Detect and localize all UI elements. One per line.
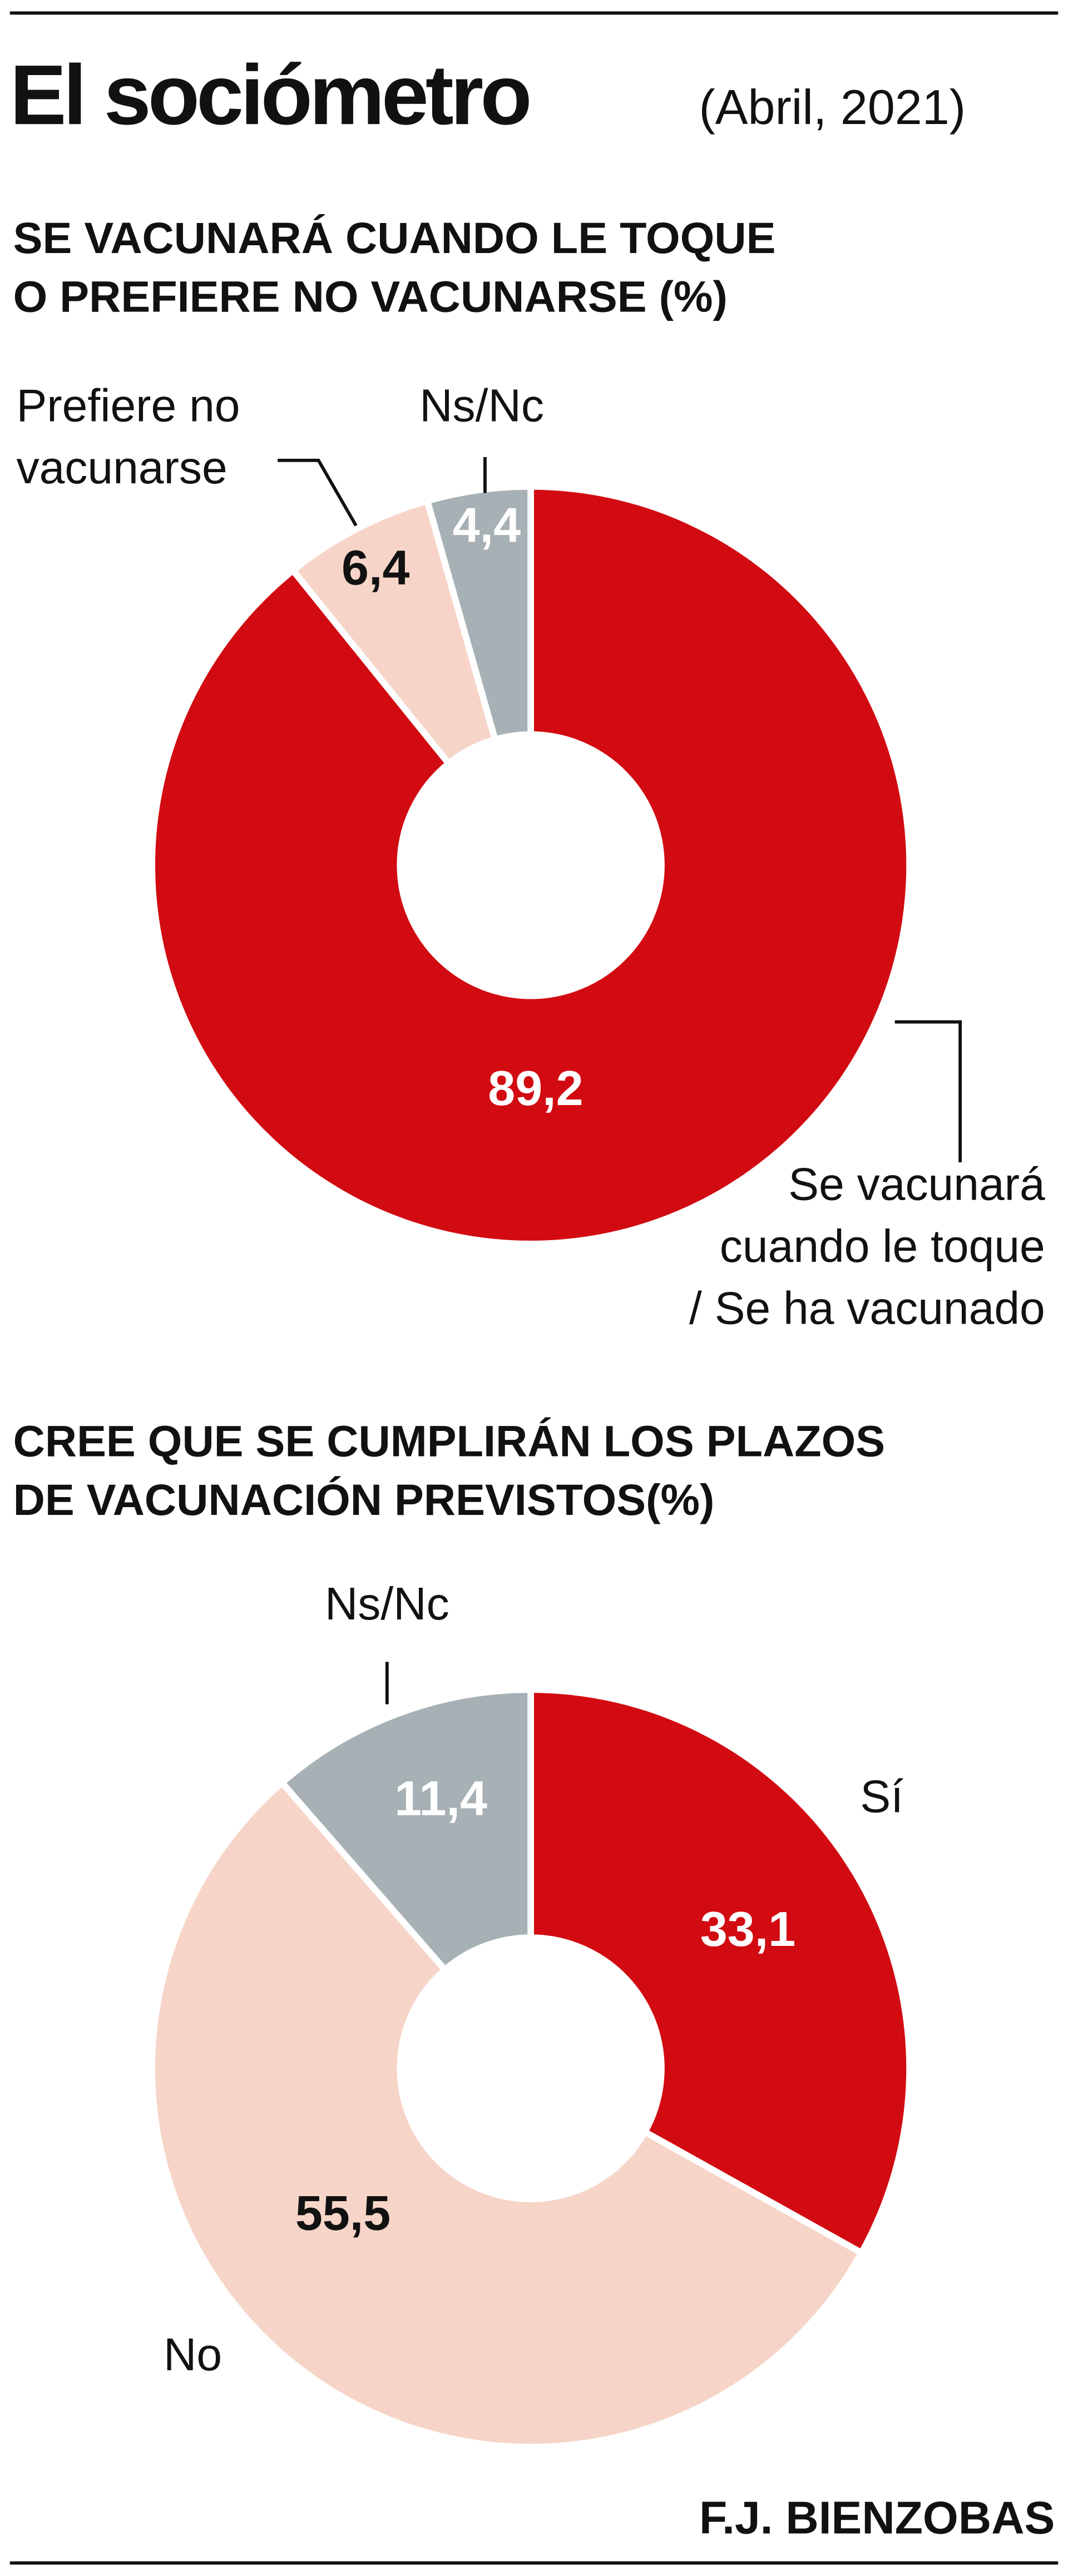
category-label: Sí bbox=[860, 1771, 903, 1822]
category-label: Ns/Nc bbox=[419, 380, 544, 431]
header-title: El sociómetro bbox=[10, 48, 530, 142]
category-label: cuando le toque bbox=[720, 1221, 1045, 1272]
pie-segment bbox=[149, 483, 913, 1247]
value-label: 55,5 bbox=[295, 2186, 390, 2241]
value-label: 11,4 bbox=[394, 1771, 487, 1826]
chart-title: CREE QUE SE CUMPLIRÁN LOS PLAZOS bbox=[13, 1416, 886, 1465]
chart-title: SE VACUNARÁ CUANDO LE TOQUE bbox=[13, 213, 776, 262]
pie-segment bbox=[149, 1778, 866, 2450]
value-label: 4,4 bbox=[453, 498, 521, 553]
chart-title: O PREFIERE NO VACUNARSE (%) bbox=[13, 272, 728, 321]
category-label: Ns/Nc bbox=[325, 1579, 449, 1629]
category-label: vacunarse bbox=[16, 443, 227, 493]
pie-segment bbox=[527, 1686, 913, 2257]
value-label: 6,4 bbox=[342, 540, 409, 595]
category-label: Prefiere no bbox=[16, 380, 240, 431]
credit: F.J. BIENZOBAS bbox=[699, 2493, 1055, 2544]
leader-line bbox=[894, 1020, 962, 1162]
chart-title: DE VACUNACIÓN PREVISTOS(%) bbox=[13, 1475, 715, 1524]
header-subtitle: (Abril, 2021) bbox=[699, 80, 966, 135]
value-label: 89,2 bbox=[488, 1061, 583, 1116]
value-label: 33,1 bbox=[700, 1901, 795, 1956]
category-label: / Se ha vacunado bbox=[689, 1284, 1045, 1334]
category-label: Se vacunará bbox=[788, 1159, 1045, 1210]
category-label: No bbox=[164, 2330, 222, 2380]
pie-segment bbox=[423, 483, 534, 744]
pie-segment bbox=[277, 1686, 534, 1975]
leader-line bbox=[278, 458, 358, 527]
